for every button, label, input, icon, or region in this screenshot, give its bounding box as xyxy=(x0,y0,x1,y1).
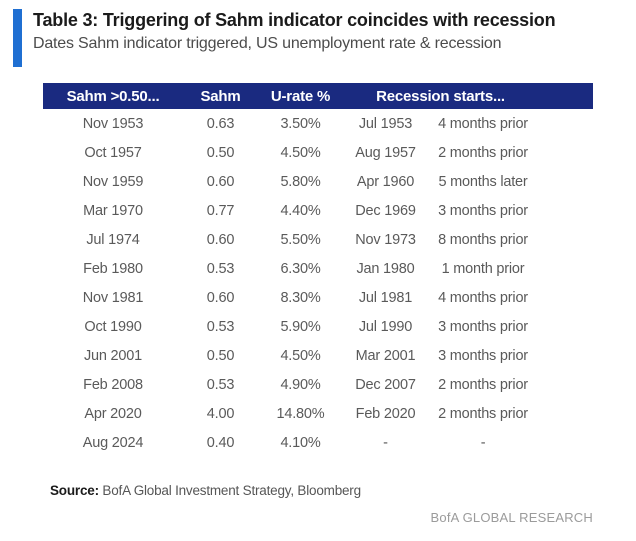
column-header-sahm-trigger: Sahm >0.50... xyxy=(43,83,183,109)
cell-urate: 6.30% xyxy=(280,260,321,277)
cell-recession-date: Jul 1990 xyxy=(358,318,413,335)
sahm-indicator-table: Sahm >0.50... Sahm U-rate % Recession st… xyxy=(43,83,594,457)
cell-urate: 3.50% xyxy=(280,115,321,132)
cell-recession-date: Apr 1960 xyxy=(356,173,415,190)
cell-trigger-date: Nov 1959 xyxy=(82,173,144,190)
table-row: Jul 1974 0.60 5.50% Nov 1973 8 months pr… xyxy=(43,225,593,254)
column-header-recession-starts: Recession starts... xyxy=(343,83,594,109)
cell-recession-timing: 4 months prior xyxy=(438,289,528,306)
cell-recession-timing: 3 months prior xyxy=(438,318,528,335)
cell-recession-date: Aug 1957 xyxy=(355,144,416,161)
cell-sahm-value: 0.60 xyxy=(206,231,235,248)
table-row: Jun 2001 0.50 4.50% Mar 2001 3 months pr… xyxy=(43,341,593,370)
cell-recession-timing: 2 months prior xyxy=(438,144,528,161)
cell-sahm-value: 0.50 xyxy=(206,347,235,364)
cell-trigger-date: Oct 1957 xyxy=(84,144,142,161)
cell-trigger-date: Oct 1990 xyxy=(84,318,142,335)
cell-recession-timing: 3 months prior xyxy=(438,202,528,219)
table-row: Oct 1957 0.50 4.50% Aug 1957 2 months pr… xyxy=(43,138,593,167)
table-row: Feb 2008 0.53 4.90% Dec 2007 2 months pr… xyxy=(43,370,593,399)
cell-urate: 5.50% xyxy=(280,231,321,248)
source-line: Source: BofA Global Investment Strategy,… xyxy=(50,483,636,498)
table-row: Nov 1959 0.60 5.80% Apr 1960 5 months la… xyxy=(43,167,593,196)
cell-sahm-value: 0.50 xyxy=(206,144,235,161)
cell-sahm-value: 0.53 xyxy=(206,318,235,335)
cell-recession-timing: - xyxy=(480,434,486,451)
cell-recession-date: Jan 1980 xyxy=(356,260,415,277)
cell-trigger-date: Jul 1974 xyxy=(86,231,140,248)
cell-recession-date: Jul 1953 xyxy=(358,115,413,132)
cell-sahm-value: 4.00 xyxy=(206,405,235,422)
table-row: Oct 1990 0.53 5.90% Jul 1990 3 months pr… xyxy=(43,312,593,341)
table-header-row: Sahm >0.50... Sahm U-rate % Recession st… xyxy=(43,83,594,109)
cell-recession-timing: 8 months prior xyxy=(438,231,528,248)
cell-trigger-date: Mar 1970 xyxy=(83,202,143,219)
cell-recession-timing: 2 months prior xyxy=(438,405,528,422)
cell-urate: 4.50% xyxy=(280,144,321,161)
cell-sahm-value: 0.40 xyxy=(206,434,235,451)
cell-sahm-value: 0.77 xyxy=(206,202,235,219)
cell-sahm-value: 0.60 xyxy=(206,289,235,306)
cell-trigger-date: Nov 1981 xyxy=(82,289,144,306)
page-title: Table 3: Triggering of Sahm indicator co… xyxy=(33,10,556,30)
cell-recession-timing: 1 month prior xyxy=(441,260,525,277)
cell-recession-date: Feb 2020 xyxy=(355,405,416,422)
cell-recession-timing: 3 months prior xyxy=(438,347,528,364)
cell-trigger-date: Feb 2008 xyxy=(83,376,143,393)
cell-trigger-date: Nov 1953 xyxy=(82,115,144,132)
cell-recession-timing: 4 months prior xyxy=(438,115,528,132)
source-label: Source: xyxy=(50,483,99,498)
cell-urate: 4.10% xyxy=(280,434,321,451)
table-row: Apr 2020 4.00 14.80% Feb 2020 2 months p… xyxy=(43,399,593,428)
cell-trigger-date: Apr 2020 xyxy=(84,405,142,422)
cell-trigger-date: Aug 2024 xyxy=(82,434,144,451)
cell-urate: 4.90% xyxy=(280,376,321,393)
cell-sahm-value: 0.63 xyxy=(206,115,235,132)
cell-urate: 14.80% xyxy=(276,405,325,422)
title-texts: Table 3: Triggering of Sahm indicator co… xyxy=(33,9,556,67)
table-row: Nov 1953 0.63 3.50% Jul 1953 4 months pr… xyxy=(43,109,593,138)
cell-sahm-value: 0.53 xyxy=(206,260,235,277)
title-block: Table 3: Triggering of Sahm indicator co… xyxy=(13,9,636,67)
cell-urate: 4.40% xyxy=(280,202,321,219)
cell-recession-date: - xyxy=(383,434,388,451)
table-row: Feb 1980 0.53 6.30% Jan 1980 1 month pri… xyxy=(43,254,593,283)
cell-recession-date: Nov 1973 xyxy=(355,231,416,248)
cell-urate: 4.50% xyxy=(280,347,321,364)
cell-recession-date: Dec 1969 xyxy=(355,202,416,219)
cell-recession-timing: 2 months prior xyxy=(438,376,528,393)
source-text: BofA Global Investment Strategy, Bloombe… xyxy=(98,483,361,498)
column-header-urate: U-rate % xyxy=(258,83,343,109)
table-row: Mar 1970 0.77 4.40% Dec 1969 3 months pr… xyxy=(43,196,593,225)
cell-sahm-value: 0.53 xyxy=(206,376,235,393)
cell-trigger-date: Jun 2001 xyxy=(83,347,143,364)
cell-urate: 5.90% xyxy=(280,318,321,335)
table-row: Nov 1981 0.60 8.30% Jul 1981 4 months pr… xyxy=(43,283,593,312)
cell-sahm-value: 0.60 xyxy=(206,173,235,190)
cell-trigger-date: Feb 1980 xyxy=(83,260,143,277)
table-header: Sahm >0.50... Sahm U-rate % Recession st… xyxy=(43,83,594,109)
cell-urate: 5.80% xyxy=(280,173,321,190)
cell-recession-timing: 5 months later xyxy=(438,173,528,190)
cell-recession-date: Mar 2001 xyxy=(355,347,416,364)
table-row: Aug 2024 0.40 4.10% - - xyxy=(43,428,593,457)
accent-bar xyxy=(13,9,22,67)
cell-recession-date: Dec 2007 xyxy=(355,376,416,393)
page-subtitle: Dates Sahm indicator triggered, US unemp… xyxy=(33,35,502,53)
table-body: Nov 1953 0.63 3.50% Jul 1953 4 months pr… xyxy=(43,109,593,457)
brand-label: BofA GLOBAL RESEARCH xyxy=(430,510,593,525)
cell-recession-date: Jul 1981 xyxy=(358,289,413,306)
column-header-sahm-value: Sahm xyxy=(183,83,258,109)
cell-urate: 8.30% xyxy=(280,289,321,306)
